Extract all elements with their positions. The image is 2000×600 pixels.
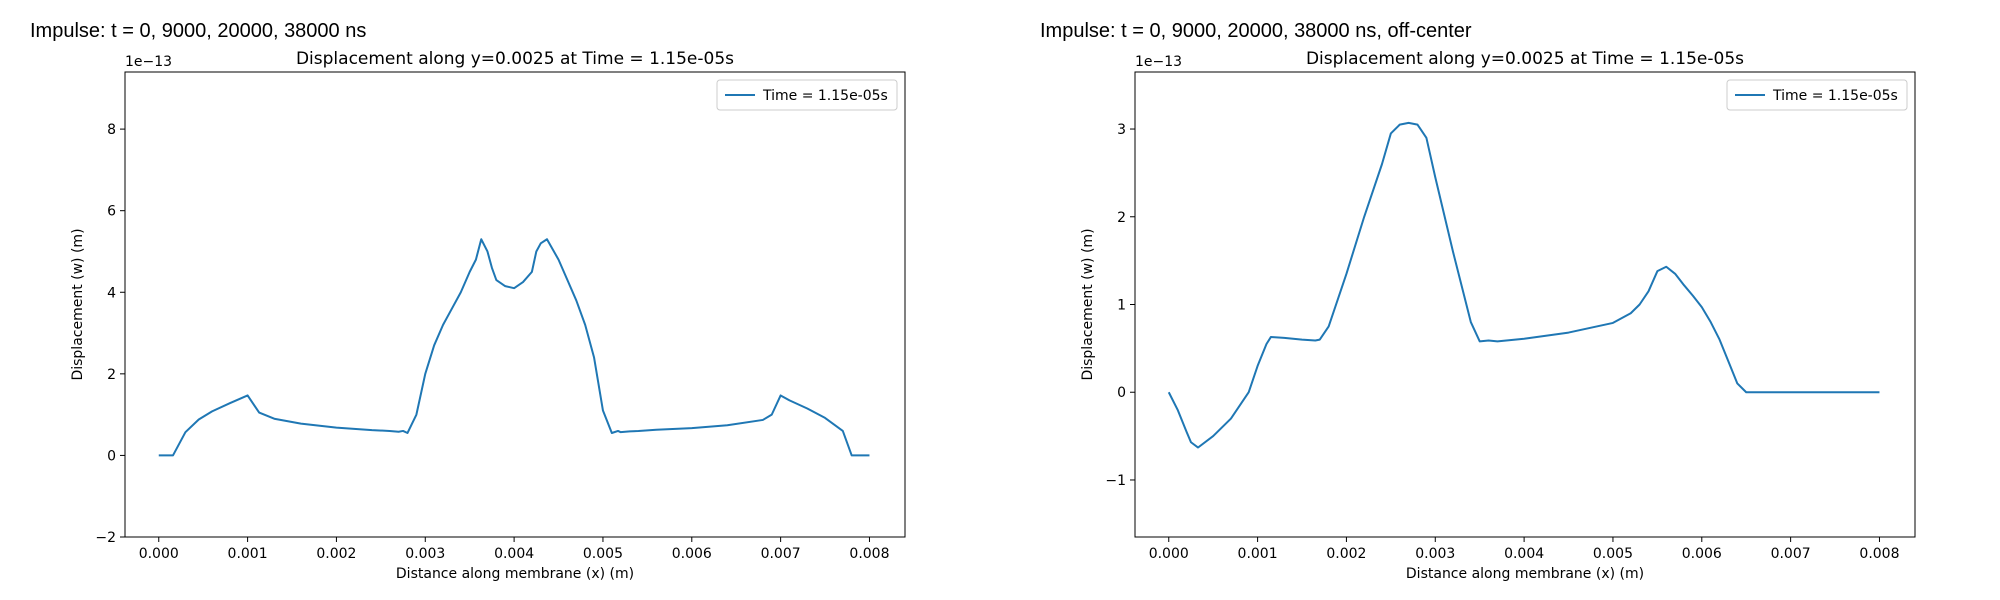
y-axis-label: Displacement (w) (m) — [70, 228, 86, 380]
x-tick-label: 0.003 — [405, 546, 445, 562]
y-axis-label: Displacement (w) (m) — [1080, 228, 1096, 380]
x-tick-label: 0.000 — [1149, 546, 1189, 562]
x-tick-label: 0.004 — [1504, 546, 1544, 562]
x-tick-label: 0.008 — [849, 546, 889, 562]
legend-box — [1726, 79, 1908, 111]
plot-frame — [124, 71, 906, 538]
x-tick-label: 0.000 — [139, 546, 179, 562]
series-line — [1167, 121, 1880, 449]
y-tick-label: 3 — [1117, 122, 1126, 138]
x-tick-label: 0.004 — [494, 546, 534, 562]
y-offset-label: 1e−13 — [1135, 54, 1182, 70]
y-tick-label: 2 — [107, 367, 116, 383]
figure-suptitle: Impulse: t = 0, 9000, 20000, 38000 ns, o… — [1040, 20, 1472, 42]
x-tick-label: 0.008 — [1859, 546, 1899, 562]
y-offset-label: 1e−13 — [125, 54, 172, 70]
x-tick-label: 0.006 — [1682, 546, 1722, 562]
y-tick-label: −2 — [95, 530, 116, 546]
x-tick-label: 0.007 — [1771, 546, 1811, 562]
x-tick-label: 0.007 — [761, 546, 801, 562]
plot-frame — [1134, 71, 1916, 538]
chart-title: Displacement along y=0.0025 at Time = 1.… — [296, 49, 734, 69]
y-tick-label: 0 — [1117, 385, 1126, 401]
series-line — [158, 238, 870, 457]
y-tick-label: −1 — [1105, 473, 1126, 489]
x-tick-label: 0.005 — [1593, 546, 1633, 562]
x-tick-label: 0.001 — [228, 546, 268, 562]
x-axis-label: Distance along membrane (x) (m) — [1406, 566, 1644, 582]
x-tick-label: 0.002 — [1326, 546, 1366, 562]
y-tick-label: 8 — [107, 122, 116, 138]
x-tick-label: 0.005 — [583, 546, 623, 562]
figure-suptitle: Impulse: t = 0, 9000, 20000, 38000 ns — [30, 20, 367, 42]
y-tick-label: 0 — [107, 448, 116, 464]
legend-label: Time = 1.15e-05s — [762, 88, 888, 104]
y-tick-label: 2 — [1117, 210, 1126, 226]
right-figure-panel: Impulse: t = 0, 9000, 20000, 38000 ns, o… — [1010, 0, 2000, 600]
y-tick-label: 4 — [107, 285, 116, 301]
y-tick-label: 1 — [1117, 298, 1126, 314]
line-chart-centered: Displacement along y=0.0025 at Time = 1.… — [70, 49, 906, 582]
legend-box — [716, 79, 898, 111]
x-tick-label: 0.001 — [1238, 546, 1278, 562]
x-axis-label: Distance along membrane (x) (m) — [396, 566, 634, 582]
x-tick-label: 0.002 — [316, 546, 356, 562]
left-figure-panel: Impulse: t = 0, 9000, 20000, 38000 ns Di… — [30, 20, 906, 582]
line-chart-off-center: Displacement along y=0.0025 at Time = 1.… — [1080, 49, 1916, 582]
y-tick-label: 6 — [107, 204, 116, 220]
x-tick-label: 0.006 — [672, 546, 712, 562]
legend-label: Time = 1.15e-05s — [1772, 88, 1898, 104]
x-tick-label: 0.003 — [1415, 546, 1455, 562]
chart-title: Displacement along y=0.0025 at Time = 1.… — [1306, 49, 1744, 69]
